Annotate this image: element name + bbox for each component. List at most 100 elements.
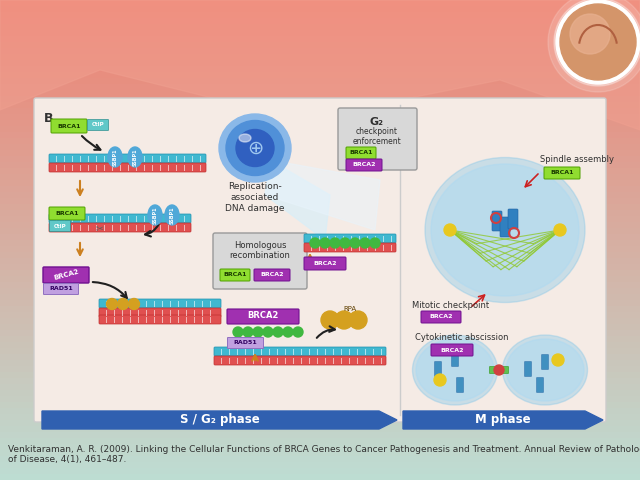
- Bar: [0, 216, 640, 223]
- Text: BRCA1: BRCA1: [55, 211, 79, 216]
- FancyBboxPatch shape: [338, 108, 417, 170]
- Bar: [0, 336, 640, 343]
- Bar: [0, 288, 640, 295]
- FancyBboxPatch shape: [304, 243, 396, 252]
- FancyBboxPatch shape: [254, 269, 290, 281]
- Bar: [0, 114, 640, 121]
- Bar: [0, 90, 640, 97]
- Circle shape: [321, 311, 339, 329]
- FancyBboxPatch shape: [43, 267, 89, 283]
- Bar: [0, 186, 640, 193]
- Circle shape: [548, 0, 640, 92]
- Circle shape: [253, 327, 263, 337]
- Bar: [0, 180, 640, 187]
- FancyBboxPatch shape: [421, 311, 461, 323]
- Text: BRCA1: BRCA1: [550, 170, 573, 176]
- Text: BRCA1: BRCA1: [349, 151, 372, 156]
- FancyBboxPatch shape: [49, 220, 70, 231]
- Text: RAD51: RAD51: [233, 340, 257, 346]
- FancyBboxPatch shape: [51, 119, 87, 133]
- Bar: [0, 444, 640, 451]
- Bar: [0, 354, 640, 361]
- Text: SSBP1: SSBP1: [132, 148, 138, 166]
- Bar: [0, 108, 640, 115]
- FancyBboxPatch shape: [213, 233, 307, 289]
- Ellipse shape: [502, 335, 588, 405]
- Text: M phase: M phase: [475, 413, 531, 427]
- Bar: [0, 324, 640, 331]
- FancyBboxPatch shape: [49, 207, 85, 220]
- Bar: [0, 312, 640, 319]
- Text: Venkitaraman, A. R. (2009). Linking the Cellular Functions of BRCA Genes to Canc: Venkitaraman, A. R. (2009). Linking the …: [8, 445, 640, 465]
- Circle shape: [444, 224, 456, 236]
- FancyBboxPatch shape: [49, 223, 191, 232]
- Bar: [0, 348, 640, 355]
- FancyBboxPatch shape: [492, 211, 502, 231]
- Text: Cytokinetic abscission: Cytokinetic abscission: [415, 334, 509, 343]
- Text: checkpoint
enforcement: checkpoint enforcement: [353, 127, 401, 146]
- Circle shape: [556, 0, 640, 84]
- Bar: [0, 468, 640, 475]
- FancyArrow shape: [42, 411, 397, 429]
- Bar: [0, 294, 640, 301]
- Bar: [0, 48, 640, 55]
- Polygon shape: [0, 0, 640, 130]
- FancyBboxPatch shape: [536, 377, 543, 393]
- Bar: [0, 162, 640, 169]
- Circle shape: [335, 311, 353, 329]
- Bar: [0, 420, 640, 427]
- FancyBboxPatch shape: [88, 120, 109, 131]
- Text: ✂: ✂: [96, 223, 104, 233]
- Bar: [0, 228, 640, 235]
- Bar: [0, 306, 640, 313]
- Bar: [0, 174, 640, 181]
- Circle shape: [554, 224, 566, 236]
- FancyBboxPatch shape: [44, 284, 79, 295]
- Text: SSBP1: SSBP1: [113, 148, 118, 166]
- Bar: [0, 42, 640, 49]
- Circle shape: [434, 374, 446, 386]
- Bar: [0, 246, 640, 253]
- Text: SSBP1: SSBP1: [152, 206, 157, 224]
- Circle shape: [118, 299, 129, 310]
- Bar: [0, 234, 640, 241]
- Bar: [0, 132, 640, 139]
- Circle shape: [570, 14, 610, 54]
- Text: BRCA2: BRCA2: [247, 312, 278, 321]
- Bar: [0, 156, 640, 163]
- FancyBboxPatch shape: [456, 377, 463, 393]
- Circle shape: [350, 238, 360, 248]
- Ellipse shape: [236, 130, 274, 167]
- FancyBboxPatch shape: [451, 351, 458, 367]
- Bar: [0, 264, 640, 271]
- FancyBboxPatch shape: [227, 309, 299, 324]
- Bar: [0, 72, 640, 79]
- FancyBboxPatch shape: [346, 159, 382, 171]
- Circle shape: [233, 327, 243, 337]
- Bar: [0, 252, 640, 259]
- Bar: [0, 126, 640, 133]
- Text: Homologous
recombination: Homologous recombination: [230, 241, 291, 260]
- Ellipse shape: [148, 205, 162, 225]
- Bar: [0, 378, 640, 385]
- Text: SSBP1: SSBP1: [170, 206, 175, 224]
- Bar: [0, 36, 640, 43]
- Polygon shape: [265, 160, 380, 230]
- FancyBboxPatch shape: [304, 257, 346, 270]
- Bar: [0, 102, 640, 109]
- Bar: [0, 276, 640, 283]
- Text: BRCA2: BRCA2: [440, 348, 464, 352]
- Bar: [0, 84, 640, 91]
- Ellipse shape: [506, 339, 584, 401]
- Bar: [0, 342, 640, 349]
- FancyBboxPatch shape: [214, 356, 386, 365]
- Text: BRCA2: BRCA2: [313, 261, 337, 266]
- FancyBboxPatch shape: [49, 214, 191, 223]
- Text: B: B: [44, 112, 54, 125]
- FancyBboxPatch shape: [541, 355, 548, 370]
- Bar: [0, 300, 640, 307]
- Ellipse shape: [431, 164, 579, 296]
- Bar: [0, 456, 640, 463]
- Bar: [0, 120, 640, 127]
- Ellipse shape: [413, 335, 497, 405]
